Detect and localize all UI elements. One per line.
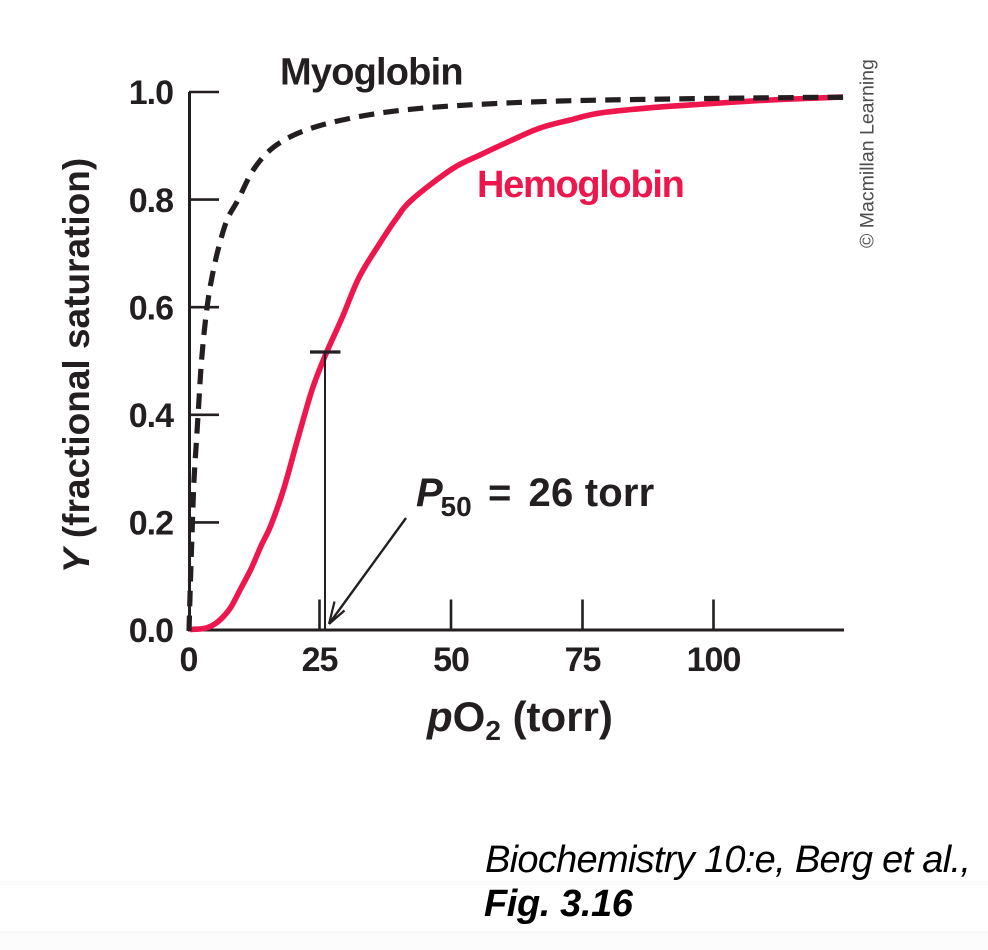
svg-text:Fig. 3.16: Fig. 3.16: [484, 883, 634, 925]
svg-text:75: 75: [565, 641, 601, 679]
svg-text:50: 50: [441, 491, 472, 522]
svg-text:P: P: [416, 471, 443, 515]
svg-text:Myoglobin: Myoglobin: [280, 52, 463, 94]
svg-text:=: =: [488, 471, 511, 515]
svg-text:100: 100: [687, 641, 741, 679]
svg-text:0.0: 0.0: [129, 612, 173, 650]
svg-text:26 torr: 26 torr: [529, 471, 655, 515]
svg-text:0: 0: [180, 641, 198, 679]
svg-text:© Macmillan Learning: © Macmillan Learning: [857, 59, 879, 248]
svg-text:pO2 (torr): pO2 (torr): [426, 693, 613, 746]
svg-text:1.0: 1.0: [129, 74, 173, 112]
svg-text:0.2: 0.2: [129, 505, 173, 543]
svg-text:25: 25: [302, 641, 338, 679]
svg-text:0.4: 0.4: [129, 397, 174, 435]
svg-text:Hemoglobin: Hemoglobin: [477, 164, 684, 206]
svg-text:Biochemistry 10:e, Berg et al.: Biochemistry 10:e, Berg et al.,: [485, 839, 970, 881]
svg-text:Y (fractional saturation): Y (fractional saturation): [56, 158, 97, 573]
svg-text:0.6: 0.6: [129, 289, 173, 327]
svg-text:50: 50: [433, 641, 469, 679]
svg-text:0.8: 0.8: [129, 182, 173, 220]
